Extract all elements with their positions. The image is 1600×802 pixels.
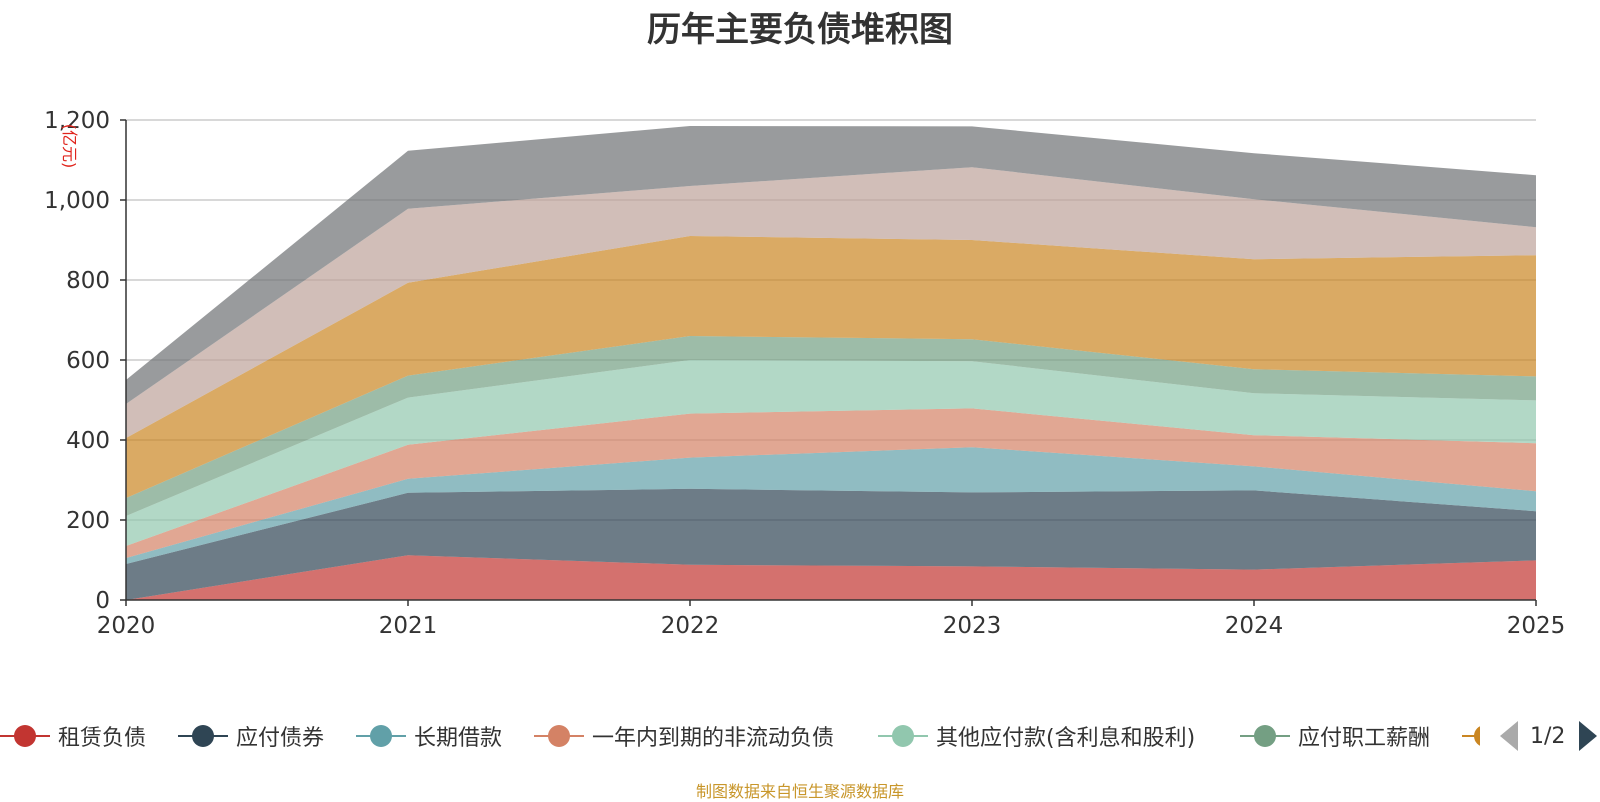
- legend-item-label: 应付职工薪酬: [1298, 726, 1431, 751]
- area-series-6: [126, 236, 1536, 498]
- legend-prev-page-icon[interactable]: [1500, 721, 1518, 751]
- area-series-5: [126, 336, 1536, 516]
- y-tick-label-5: 1,000: [44, 188, 110, 214]
- legend-marker-icon: [878, 718, 928, 754]
- y-axis-unit-label: (亿元): [60, 124, 79, 169]
- area-series-7: [126, 167, 1536, 438]
- legend-page-indicator: 1/2: [1530, 723, 1566, 749]
- area-series-1: [126, 488, 1536, 600]
- y-tick-label-0: 0: [95, 588, 110, 614]
- area-series-3: [126, 408, 1536, 558]
- y-tick-label-4: 800: [66, 268, 110, 294]
- x-tick-label-4: 2024: [1225, 613, 1284, 639]
- data-source-note: 制图数据来自恒生聚源数据库: [695, 782, 904, 801]
- legend-marker-icon: [178, 718, 228, 754]
- x-tick-label-5: 2025: [1507, 613, 1566, 639]
- legend-item-2[interactable]: 长期借款: [356, 718, 502, 754]
- x-tick-label-3: 2023: [943, 613, 1002, 639]
- legend-marker-icon: [534, 718, 584, 754]
- y-tick-label-3: 600: [66, 348, 110, 374]
- area-series-2: [126, 447, 1536, 564]
- area-series-4: [126, 360, 1536, 546]
- area-series-0: [126, 555, 1536, 600]
- legend-item-label: 其他应付款(含利息和股利): [936, 726, 1196, 751]
- y-tick-label-1: 200: [66, 508, 110, 534]
- legend-marker-partial-icon: [1462, 718, 1480, 754]
- legend-pager: 1/2: [1500, 718, 1598, 754]
- area-series-8: [126, 126, 1536, 404]
- legend-item-3[interactable]: 一年内到期的非流动负债: [534, 718, 834, 754]
- legend-items: 租赁负债 应付债券 长期借款 一年内到期的非流动负债 其他应付款(含利息和股利) 应付职工…: [0, 718, 1462, 754]
- legend-item-label: 租赁负债: [58, 726, 147, 751]
- legend: 租赁负债 应付债券 长期借款 一年内到期的非流动负债 其他应付款(含利息和股利) 应付职工…: [0, 718, 1600, 754]
- legend-marker-icon: [356, 718, 406, 754]
- legend-marker-icon: [0, 718, 50, 754]
- legend-item-5[interactable]: 应付职工薪酬: [1240, 718, 1430, 754]
- legend-item-label: 一年内到期的非流动负债: [592, 726, 835, 751]
- legend-item-label: 长期借款: [414, 726, 503, 751]
- x-tick-label-0: 2020: [97, 613, 156, 639]
- legend-item-label: 应付债券: [236, 726, 325, 751]
- x-tick-label-1: 2021: [379, 613, 438, 639]
- x-tick-label-2: 2022: [661, 613, 720, 639]
- legend-marker-icon: [1240, 718, 1290, 754]
- legend-item-1[interactable]: 应付债券: [178, 718, 324, 754]
- legend-item-4[interactable]: 其他应付款(含利息和股利): [878, 718, 1195, 754]
- legend-next-page-icon[interactable]: [1579, 721, 1598, 751]
- legend-item-0[interactable]: 租赁负债: [0, 718, 146, 754]
- y-tick-label-2: 400: [66, 428, 110, 454]
- chart-title: 历年主要负债堆积图: [647, 10, 953, 50]
- y-tick-label-6: 1,200: [44, 108, 110, 134]
